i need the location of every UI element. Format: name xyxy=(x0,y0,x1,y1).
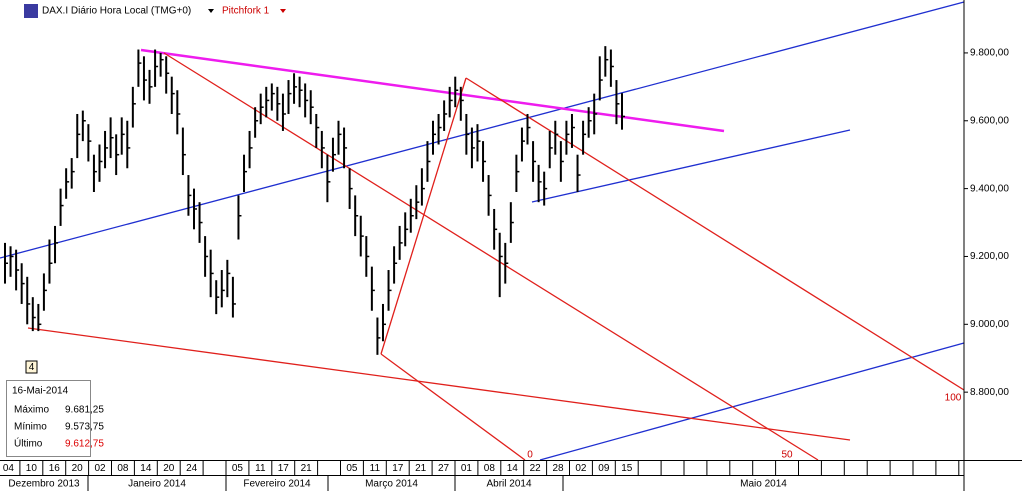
info-label: Último xyxy=(14,437,43,450)
x-tick-label: 27 xyxy=(438,463,450,474)
month-label: Abril 2014 xyxy=(486,479,531,490)
y-tick-label: 8.800,00 xyxy=(970,387,1009,398)
info-box xyxy=(6,380,91,457)
x-tick-label: 20 xyxy=(163,463,175,474)
pitchfork-label: 50 xyxy=(781,450,793,461)
x-tick-label: 15 xyxy=(621,463,633,474)
dropdown-arrow[interactable] xyxy=(208,9,214,13)
info-value: 9.612,75 xyxy=(65,439,104,450)
y-tick-label: 9.400,00 xyxy=(970,183,1009,194)
plot-area: 0 50 100 xyxy=(0,1,965,461)
pitchfork-line xyxy=(163,52,819,461)
x-tick-label: 10 xyxy=(26,463,38,474)
x-tick-label: 14 xyxy=(507,463,519,474)
x-tick-label: 02 xyxy=(94,463,106,474)
pitchfork-line xyxy=(465,77,965,391)
x-tick-label: 01 xyxy=(461,463,473,474)
month-label: Maio 2014 xyxy=(740,479,787,490)
x-tick-label: 04 xyxy=(3,463,15,474)
x-tick-label: 21 xyxy=(415,463,427,474)
trend-line xyxy=(539,342,965,461)
marker-box xyxy=(25,360,38,374)
month-label: Março 2014 xyxy=(365,479,418,490)
y-tick-label: 9.800,00 xyxy=(970,48,1009,59)
x-tick-label: 11 xyxy=(370,463,381,474)
marker-label: 4 xyxy=(29,362,35,373)
x-tick-label: 28 xyxy=(552,463,564,474)
symbol-icon[interactable] xyxy=(24,4,38,18)
x-tick-label: 09 xyxy=(598,463,610,474)
x-tick-label: 21 xyxy=(301,463,313,474)
info-label: Mínimo xyxy=(14,422,47,433)
pitchfork-line xyxy=(380,353,526,461)
x-tick-label: 17 xyxy=(278,463,290,474)
x-tick-label: 24 xyxy=(186,463,198,474)
info-rows: Máximo 9.681,25 Mínimo 9.573,75 Último 9.612,… xyxy=(14,405,104,450)
x-tick-label: 02 xyxy=(575,463,587,474)
x-tick-label: 08 xyxy=(484,463,496,474)
pitchfork-line xyxy=(27,327,851,441)
x-tick-label: 05 xyxy=(346,463,358,474)
month-label: Janeiro 2014 xyxy=(128,479,186,490)
x-tick-label: 20 xyxy=(72,463,84,474)
info-value: 9.681,25 xyxy=(65,405,104,416)
month-label: Fevereiro 2014 xyxy=(243,479,311,490)
pitchfork-label: 0 xyxy=(527,450,533,461)
x-tick-label: 17 xyxy=(392,463,404,474)
x-tick-label: 11 xyxy=(255,463,266,474)
y-tick-label: 9.200,00 xyxy=(970,251,1009,262)
pitchfork-handle xyxy=(380,77,467,355)
trend-line xyxy=(531,129,851,203)
info-label: Máximo xyxy=(14,405,49,416)
info-value: 9.573,75 xyxy=(65,422,104,433)
month-label: Dezembro 2013 xyxy=(8,479,80,490)
drawings xyxy=(0,1,965,461)
x-tick-label: 16 xyxy=(49,463,61,474)
symbol-title[interactable]: DAX.I Diário Hora Local (TMG+0) xyxy=(42,6,191,17)
y-tick-label: 9.600,00 xyxy=(970,115,1009,126)
x-tick-label: 08 xyxy=(117,463,129,474)
tool-name[interactable]: Pitchfork 1 xyxy=(222,6,270,17)
trend-line xyxy=(140,48,725,133)
y-tick-label: 9.000,00 xyxy=(970,319,1009,330)
x-tick-label: 05 xyxy=(232,463,244,474)
trend-line xyxy=(0,1,965,259)
pitchfork-label: 100 xyxy=(945,393,962,404)
x-tick-label: 14 xyxy=(140,463,152,474)
info-date: 16-Mai-2014 xyxy=(12,386,69,397)
dropdown-arrow[interactable] xyxy=(280,9,286,13)
x-tick-label: 22 xyxy=(530,463,542,474)
